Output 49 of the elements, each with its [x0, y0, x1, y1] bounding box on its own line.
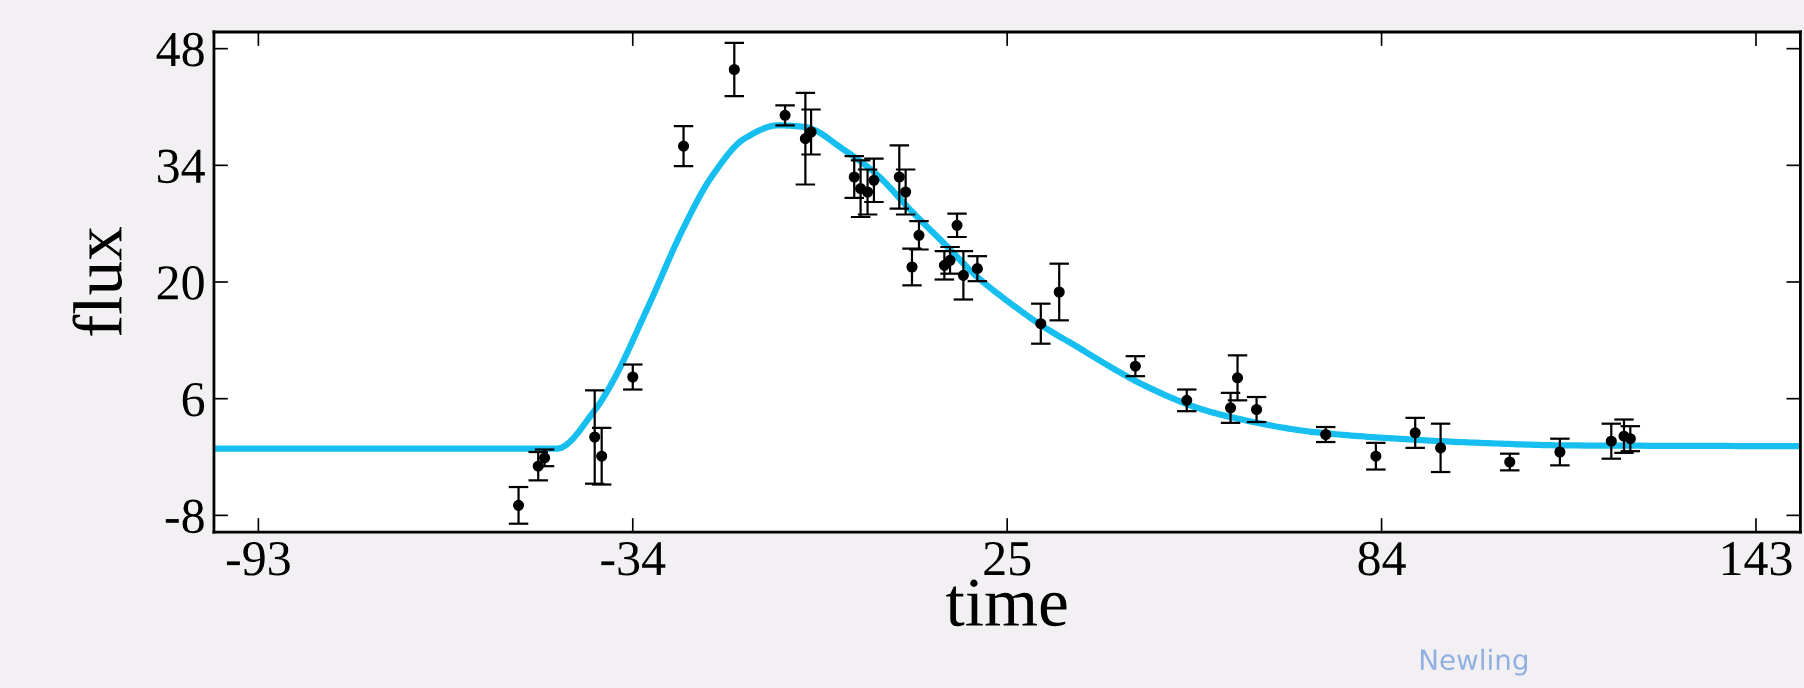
- point: [512, 499, 525, 511]
- point: [1435, 442, 1447, 454]
- y-tick-label: -8: [165, 499, 204, 534]
- point: [1320, 428, 1332, 441]
- point: [951, 219, 963, 231]
- point: [957, 269, 969, 281]
- point: [1181, 394, 1193, 406]
- point: [906, 261, 918, 273]
- point: [900, 186, 912, 198]
- point: [805, 126, 817, 138]
- x-tick-label: 25: [984, 541, 1031, 576]
- y-tick-label: 6: [182, 382, 205, 417]
- point: [848, 171, 860, 183]
- point: [1035, 318, 1047, 330]
- point: [532, 460, 544, 472]
- point: [1224, 402, 1237, 414]
- y-tick-label: 48: [156, 32, 204, 67]
- point: [1409, 427, 1421, 439]
- point: [1053, 286, 1065, 298]
- point: [893, 171, 905, 183]
- point: [596, 450, 608, 462]
- point: [1251, 403, 1263, 416]
- text: Newling: [1420, 648, 1527, 676]
- point: [1624, 433, 1636, 445]
- point: [779, 109, 791, 121]
- point: [944, 254, 956, 266]
- x-axis-title: time: [946, 579, 1067, 627]
- point: [1504, 456, 1516, 468]
- point: [677, 140, 690, 152]
- point: [1370, 450, 1382, 462]
- point: [1605, 435, 1617, 447]
- point: [971, 263, 983, 275]
- x-tick-label: 143: [1722, 541, 1792, 576]
- point: [862, 186, 874, 198]
- point: [1231, 372, 1244, 384]
- y-axis-title: flux: [72, 226, 123, 336]
- point: [913, 229, 925, 241]
- point: [799, 133, 811, 145]
- x-tick-label: -93: [226, 541, 290, 576]
- x-tick-label: -34: [601, 541, 666, 576]
- point: [589, 431, 601, 443]
- x-tick-label: 84: [1358, 541, 1406, 576]
- point: [1129, 360, 1141, 372]
- point: [627, 371, 639, 383]
- y-tick-label: 34: [158, 149, 205, 184]
- y-tick-label: 20: [157, 266, 204, 300]
- point: [1554, 446, 1566, 458]
- point: [728, 63, 740, 76]
- point: [868, 174, 880, 186]
